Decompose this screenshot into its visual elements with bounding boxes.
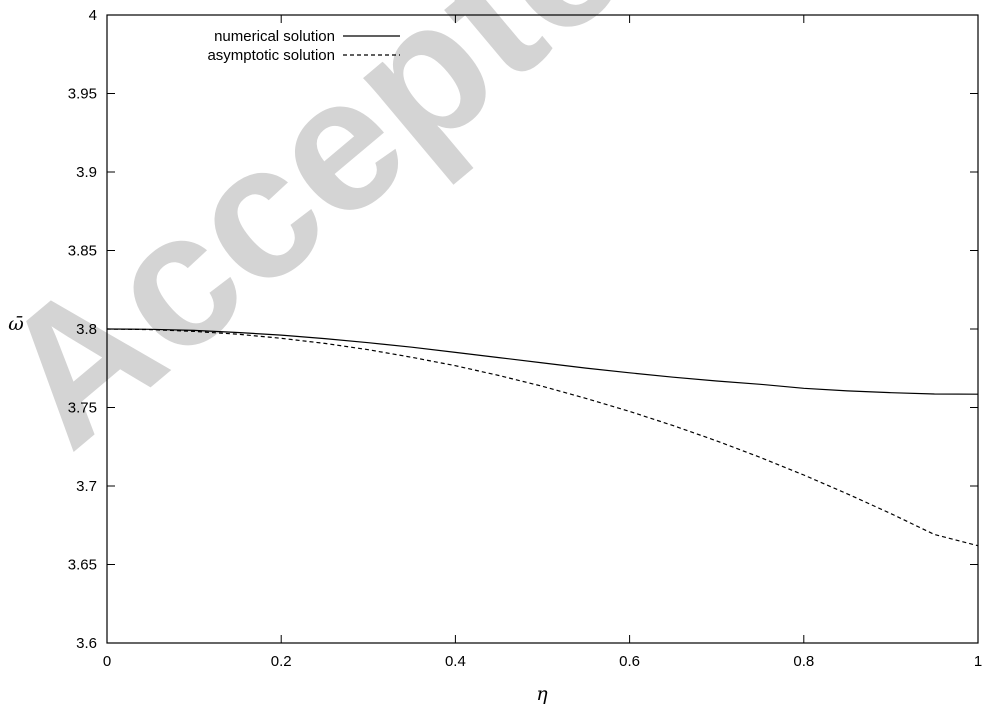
y-tick-label: 4 xyxy=(89,7,97,24)
y-tick-label: 3.9 xyxy=(76,164,97,181)
legend: numerical solution asymptotic solution xyxy=(207,28,400,64)
y-tick-label: 3.7 xyxy=(76,478,97,495)
x-tick-label: 0.8 xyxy=(793,653,814,670)
y-tick-label: 3.75 xyxy=(68,400,97,417)
series-line-1 xyxy=(106,328,979,395)
legend-label: numerical solution xyxy=(214,28,335,45)
watermark-text: Accepted M xyxy=(0,0,913,486)
x-tick-label: 1 xyxy=(974,653,982,670)
y-tick-label: 3.65 xyxy=(68,557,97,574)
x-tick-label: 0.4 xyxy=(445,653,466,670)
y-tick-label: 3.95 xyxy=(68,86,97,103)
x-axis: 0 0.2 0.4 0.6 0.8 1 xyxy=(103,15,982,670)
y-tick-label: 3.6 xyxy=(76,635,97,652)
legend-label: asymptotic solution xyxy=(207,47,335,64)
y-axis: 3.6 3.65 3.7 3.75 3.8 3.85 3.9 3.95 4 xyxy=(68,7,978,652)
x-tick-label: 0.2 xyxy=(271,653,292,670)
x-tick-label: 0.6 xyxy=(619,653,640,670)
y-tick-label: 3.8 xyxy=(76,321,97,338)
y-tick-label: 3.85 xyxy=(68,243,97,260)
y-axis-label: ω̄ xyxy=(8,313,24,335)
plot-area xyxy=(106,328,979,547)
x-tick-label: 0 xyxy=(103,653,111,670)
x-axis-label: η xyxy=(536,683,548,705)
